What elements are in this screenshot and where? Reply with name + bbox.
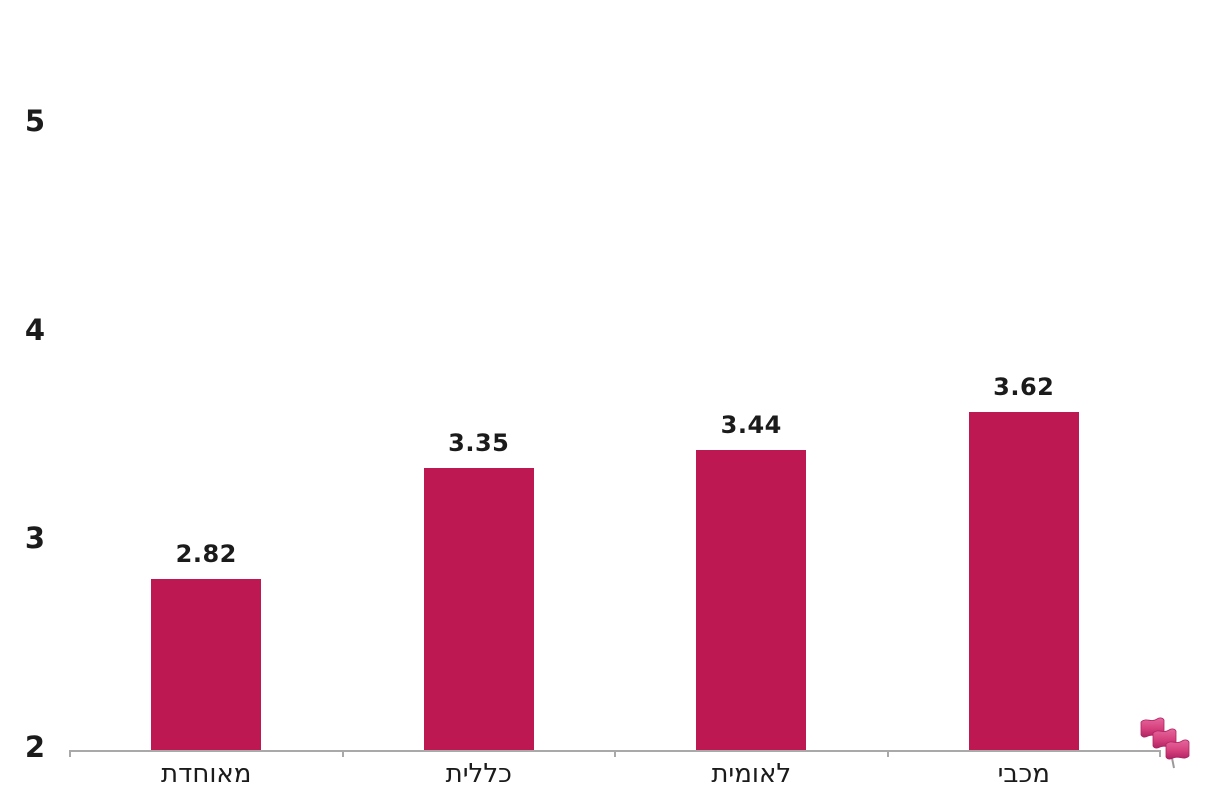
x-axis-category-label: מאוחדת	[161, 759, 252, 789]
flags-icon	[1140, 717, 1190, 769]
y-axis-tick-label: 5	[24, 104, 46, 138]
bar-value-label: 3.62	[993, 372, 1055, 401]
x-axis-tick	[614, 750, 616, 757]
y-axis-tick-label: 3	[24, 521, 46, 556]
y-axis-tick-label: 2	[24, 730, 46, 764]
y-axis-tick-label: 4	[24, 312, 46, 347]
bar-value-label: 3.35	[448, 429, 510, 458]
bar-value-label: 2.82	[175, 539, 237, 568]
bar-1	[151, 578, 262, 750]
bar-2	[423, 468, 534, 750]
x-axis-category-label: לאומית	[711, 759, 792, 789]
x-axis-tick	[886, 750, 889, 757]
x-axis-tick	[1159, 750, 1161, 757]
x-axis-category-label: מכבי	[997, 759, 1050, 789]
x-axis-tick	[69, 750, 71, 757]
x-axis-category-label: כללית	[445, 759, 512, 789]
bar-4	[968, 411, 1079, 750]
x-axis-tick	[341, 750, 344, 757]
bar-value-label: 3.44	[720, 410, 782, 439]
bar-3	[696, 449, 807, 750]
